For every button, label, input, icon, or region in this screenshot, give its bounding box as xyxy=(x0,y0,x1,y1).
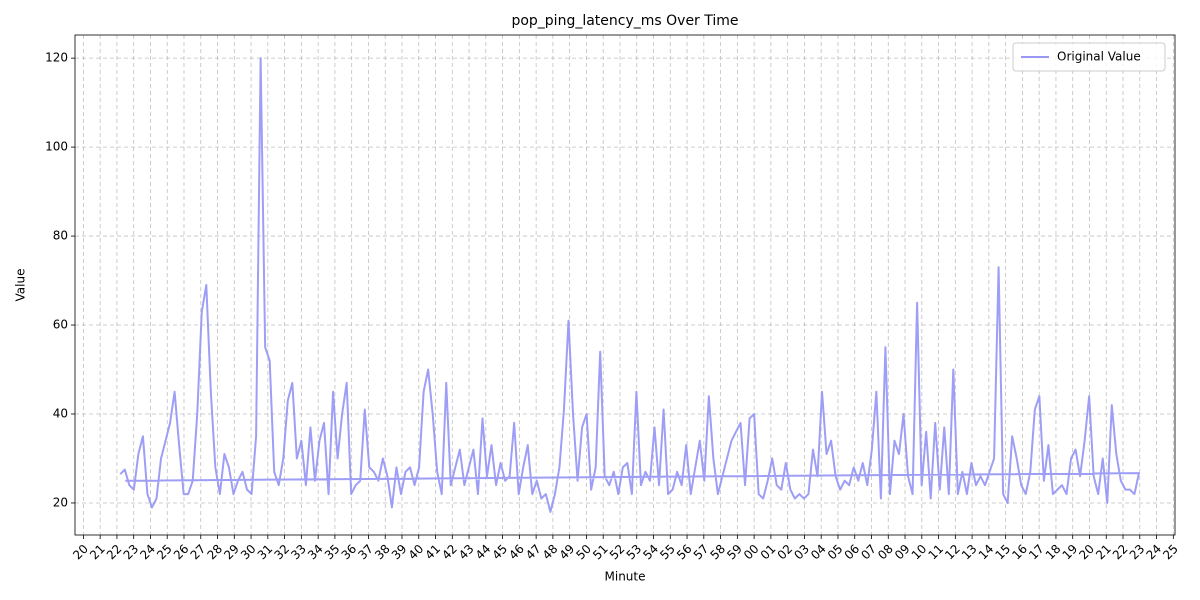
legend-box xyxy=(1012,42,1166,72)
y-tick-label: 100 xyxy=(45,140,68,154)
x-tick-label: 25 xyxy=(1160,542,1181,563)
y-tick-label: 20 xyxy=(53,495,68,509)
y-tick-label: 60 xyxy=(53,318,68,332)
plot-frame xyxy=(74,34,1176,536)
y-tick-label: 40 xyxy=(53,407,68,421)
y-tick-label: 80 xyxy=(53,229,68,243)
x-axis-label: Minute xyxy=(605,570,646,584)
legend-label: Original Value xyxy=(1057,50,1141,64)
data-line xyxy=(119,57,1140,513)
chart-title: pop_ping_latency_ms Over Time xyxy=(511,13,738,29)
y-tick-label: 120 xyxy=(45,51,68,65)
y-axis-label: Value xyxy=(14,269,28,302)
